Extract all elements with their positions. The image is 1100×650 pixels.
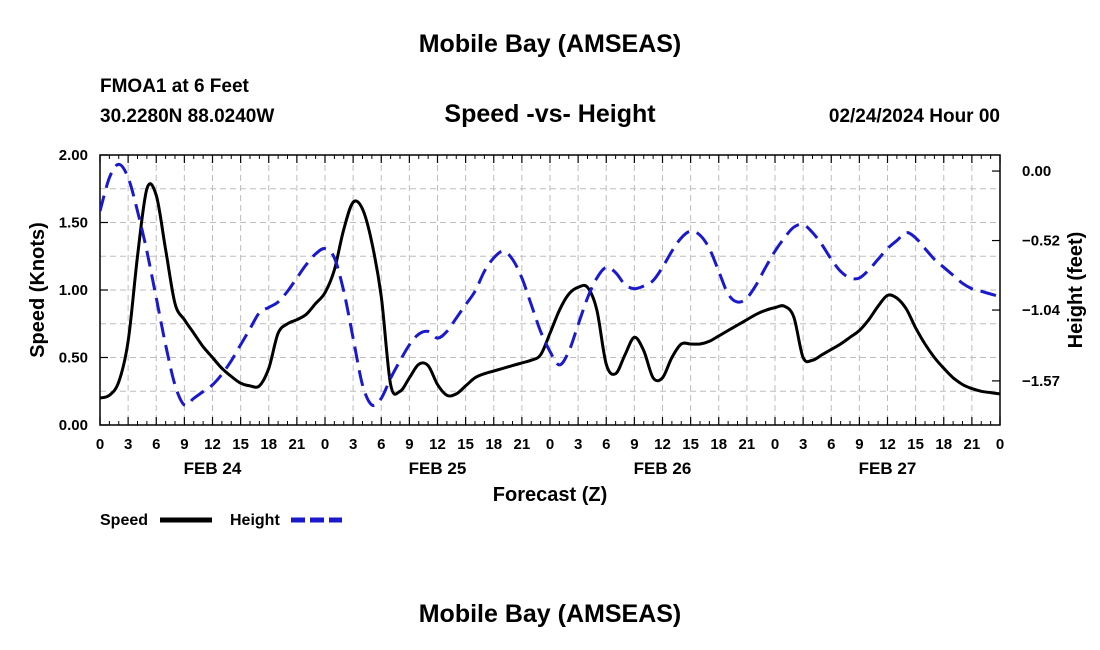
forecast-datetime: 02/24/2024 Hour 00 — [828, 106, 1000, 127]
y2-axis-label: Height (feet) — [1065, 232, 1087, 349]
series-line-speed — [100, 182, 1000, 400]
y2-tick-label: −1.04 — [1022, 302, 1061, 319]
x-tick-label: 0 — [546, 436, 554, 453]
x-tick-label: 9 — [630, 436, 638, 453]
chart-main-title: Mobile Bay (AMSEAS) — [418, 30, 682, 58]
x-tick-label: 21 — [739, 436, 756, 453]
x-tick-label: 18 — [710, 436, 727, 453]
y-tick-label: 0.00 — [59, 417, 88, 434]
legend-label-height: Height — [230, 512, 280, 529]
chart-subtitle: Speed -vs- Height — [444, 100, 656, 128]
x-tick-label: 18 — [935, 436, 952, 453]
x-tick-label: 15 — [682, 436, 699, 453]
x-tick-label: 6 — [377, 436, 385, 453]
legend-label-speed: Speed — [100, 512, 148, 529]
y2-tick-label: −1.57 — [1022, 373, 1060, 390]
x-tick-label: 9 — [855, 436, 863, 453]
y-tick-label: 1.50 — [59, 215, 88, 232]
x-tick-label: 0 — [321, 436, 329, 453]
x-tick-label: 15 — [457, 436, 474, 453]
y2-tick-label: −0.52 — [1022, 233, 1060, 250]
x-tick-label: 18 — [260, 436, 277, 453]
x-tick-label: 6 — [827, 436, 835, 453]
x-tick-label: 12 — [429, 436, 446, 453]
x-tick-label: 3 — [124, 436, 132, 453]
x-tick-label: 21 — [514, 436, 531, 453]
x-tick-label: 9 — [405, 436, 413, 453]
x-tick-label: 21 — [964, 436, 981, 453]
y2-tick-label: 0.00 — [1022, 163, 1051, 180]
x-tick-label: 3 — [799, 436, 807, 453]
x-tick-label: 0 — [771, 436, 779, 453]
y-tick-label: 0.50 — [59, 350, 88, 367]
x-tick-label: 3 — [349, 436, 357, 453]
x-tick-label: 0 — [996, 436, 1004, 453]
x-tick-label: 12 — [654, 436, 671, 453]
x-tick-label: 6 — [602, 436, 610, 453]
footer-title: Mobile Bay (AMSEAS) — [418, 600, 682, 628]
x-axis-label: Forecast (Z) — [493, 484, 607, 506]
station-label: FMOA1 at 6 Feet — [100, 76, 249, 97]
x-tick-label: 12 — [204, 436, 221, 453]
y-tick-label: 2.00 — [59, 147, 88, 164]
station-coordinates: 30.2280N 88.0240W — [100, 106, 275, 127]
x-tick-label: 9 — [180, 436, 188, 453]
date-label: FEB 26 — [634, 459, 692, 478]
x-tick-label: 3 — [574, 436, 582, 453]
series-line-height — [100, 162, 1000, 408]
x-tick-label: 15 — [232, 436, 249, 453]
x-tick-label: 6 — [152, 436, 160, 453]
y-axis-label: Speed (Knots) — [27, 222, 49, 358]
x-tick-label: 21 — [289, 436, 306, 453]
date-label: FEB 24 — [184, 459, 242, 478]
x-tick-label: 0 — [96, 436, 104, 453]
x-tick-label: 18 — [485, 436, 502, 453]
date-label: FEB 25 — [409, 459, 467, 478]
x-tick-label: 12 — [879, 436, 896, 453]
x-tick-label: 15 — [907, 436, 924, 453]
y-tick-label: 1.00 — [59, 282, 88, 299]
date-label: FEB 27 — [859, 459, 917, 478]
